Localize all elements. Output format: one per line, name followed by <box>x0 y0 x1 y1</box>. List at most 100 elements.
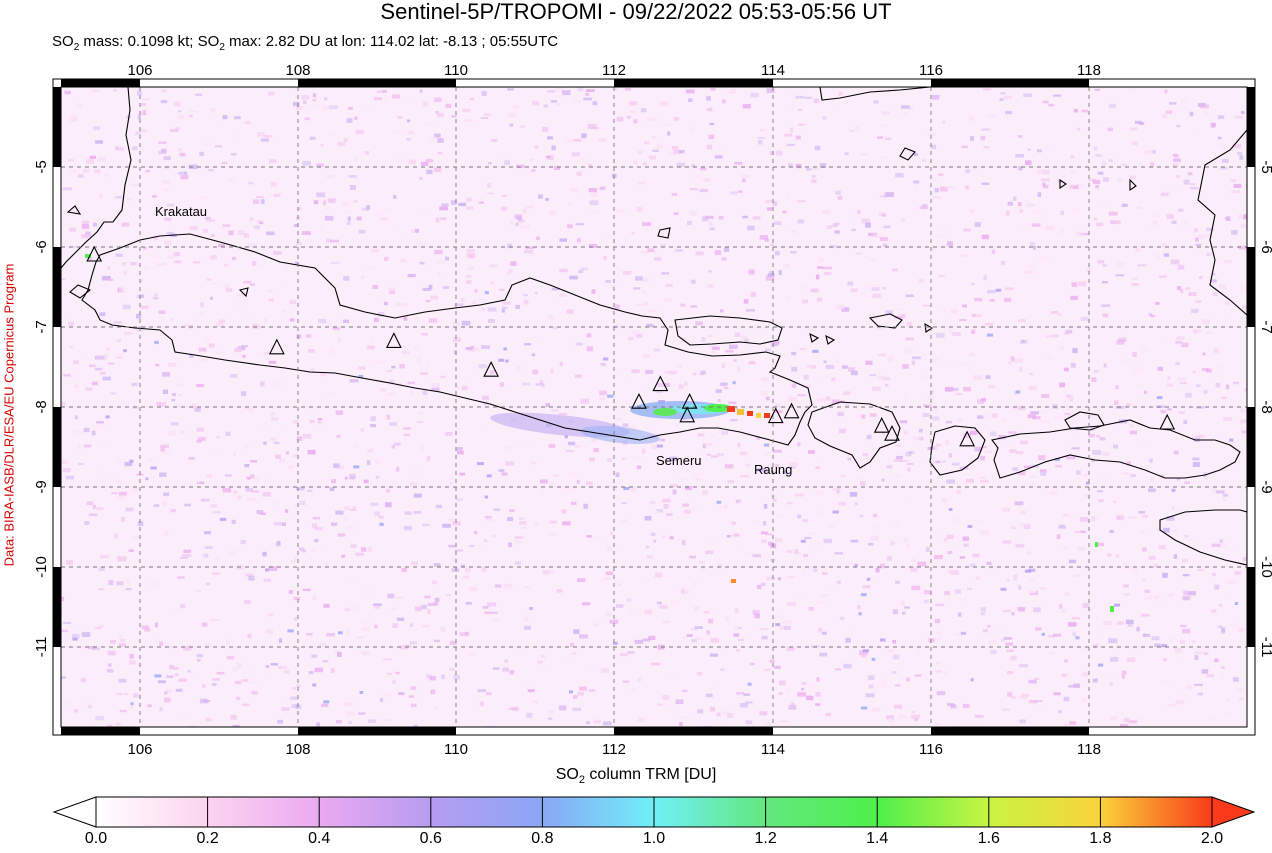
so2-noise-pixel <box>177 576 185 579</box>
so2-noise-pixel <box>361 627 370 631</box>
so2-noise-pixel <box>251 691 258 695</box>
so2-noise-pixel <box>395 671 400 675</box>
so2-noise-pixel <box>942 120 946 124</box>
so2-noise-pixel <box>733 533 739 537</box>
so2-noise-pixel <box>96 421 104 424</box>
so2-noise-pixel <box>230 646 236 650</box>
so2-noise-pixel <box>123 270 127 275</box>
so2-noise-pixel <box>211 282 220 285</box>
so2-noise-pixel <box>566 138 574 144</box>
so2-noise-pixel <box>512 105 519 109</box>
so2-noise-pixel <box>375 360 385 365</box>
so2-noise-pixel <box>794 552 802 555</box>
so2-noise-pixel <box>204 546 213 549</box>
so2-noise-pixel <box>263 352 270 355</box>
so2-noise-pixel <box>1222 490 1227 495</box>
so2-noise-pixel <box>782 470 788 474</box>
so2-noise-pixel <box>812 349 819 353</box>
so2-noise-pixel <box>282 522 286 526</box>
so2-noise-pixel <box>969 116 974 122</box>
so2-noise-pixel <box>724 504 728 509</box>
so2-noise-pixel <box>635 276 643 281</box>
so2-noise-pixel <box>1234 602 1239 605</box>
so2-noise-pixel <box>366 460 371 466</box>
so2-noise-pixel <box>154 639 163 644</box>
so2-noise-pixel <box>474 289 478 293</box>
so2-noise-pixel <box>160 444 169 448</box>
so2-noise-pixel <box>122 304 131 310</box>
so2-mass-prefix: SO <box>52 33 74 50</box>
so2-noise-pixel <box>1102 313 1109 318</box>
so2-noise-pixel <box>1026 551 1031 555</box>
so2-noise-pixel <box>296 487 305 491</box>
so2-noise-pixel <box>616 604 624 608</box>
so2-noise-pixel <box>379 217 389 221</box>
so2-noise-pixel <box>422 287 432 291</box>
so2-noise-pixel <box>408 159 416 165</box>
so2-noise-pixel <box>845 637 851 643</box>
so2-noise-pixel <box>1239 698 1244 701</box>
so2-noise-pixel <box>911 585 920 591</box>
so2-noise-pixel <box>818 257 824 262</box>
so2-noise-pixel <box>434 97 442 102</box>
so2-noise-pixel <box>772 340 780 344</box>
so2-noise-pixel <box>1095 185 1099 189</box>
so2-noise-pixel <box>971 283 975 286</box>
so2-noise-pixel <box>894 444 901 447</box>
so2-noise-pixel <box>166 231 174 236</box>
so2-noise-pixel <box>474 531 478 535</box>
so2-noise-pixel <box>572 694 578 699</box>
so2-noise-pixel <box>692 372 697 376</box>
so2-noise-pixel <box>980 607 987 611</box>
so2-noise-pixel <box>680 590 689 595</box>
so2-noise-pixel <box>691 164 695 168</box>
so2-noise-pixel <box>1005 210 1010 216</box>
so2-noise-pixel <box>947 569 953 574</box>
so2-noise-pixel <box>449 640 457 646</box>
so2-noise-pixel <box>881 376 891 381</box>
so2-noise-pixel <box>1041 632 1045 636</box>
so2-noise-pixel <box>1015 390 1021 394</box>
so2-noise-pixel <box>479 548 486 550</box>
so2-noise-pixel <box>610 285 618 288</box>
so2-noise-pixel <box>934 722 942 726</box>
so2-noise-pixel <box>1171 506 1175 509</box>
so2-noise-pixel <box>91 89 100 93</box>
so2-noise-pixel <box>107 663 112 667</box>
so2-noise-pixel <box>1002 507 1011 512</box>
so2-noise-pixel <box>836 580 841 585</box>
so2-noise-pixel <box>921 159 927 162</box>
so2-noise-pixel <box>1092 678 1098 683</box>
so2-noise-pixel <box>396 466 400 472</box>
so2-noise-pixel <box>188 457 195 460</box>
so2-noise-pixel <box>525 441 529 445</box>
so2-noise-pixel <box>242 315 252 318</box>
so2-noise-pixel <box>349 185 356 190</box>
volcano-label-semeru: Semeru <box>656 453 702 468</box>
so2-noise-pixel <box>850 288 858 293</box>
so2-noise-pixel <box>1226 596 1234 600</box>
so2-noise-pixel <box>1126 657 1136 663</box>
so2-noise-pixel <box>1203 111 1209 115</box>
so2-noise-pixel <box>451 200 457 205</box>
so2-noise-pixel <box>988 384 996 389</box>
so2-noise-pixel <box>714 155 723 159</box>
so2-noise-pixel <box>1073 108 1078 113</box>
so2-noise-pixel <box>249 283 256 286</box>
so2-noise-pixel <box>1206 331 1213 334</box>
so2-noise-pixel <box>1246 722 1247 725</box>
so2-noise-pixel <box>230 374 238 378</box>
so2-noise-pixel <box>862 585 871 589</box>
so2-noise-pixel <box>873 100 879 104</box>
so2-noise-pixel <box>522 382 531 386</box>
so2-noise-pixel <box>951 308 958 314</box>
so2-noise-pixel <box>457 450 464 455</box>
so2-noise-pixel <box>923 634 929 638</box>
so2-noise-pixel <box>140 305 149 309</box>
so2-background-noise <box>61 87 1247 727</box>
so2-noise-pixel <box>1078 281 1086 287</box>
so2-noise-pixel <box>561 509 567 514</box>
so2-noise-pixel <box>850 539 859 543</box>
so2-noise-pixel <box>282 309 287 313</box>
so2-noise-pixel <box>382 692 391 697</box>
